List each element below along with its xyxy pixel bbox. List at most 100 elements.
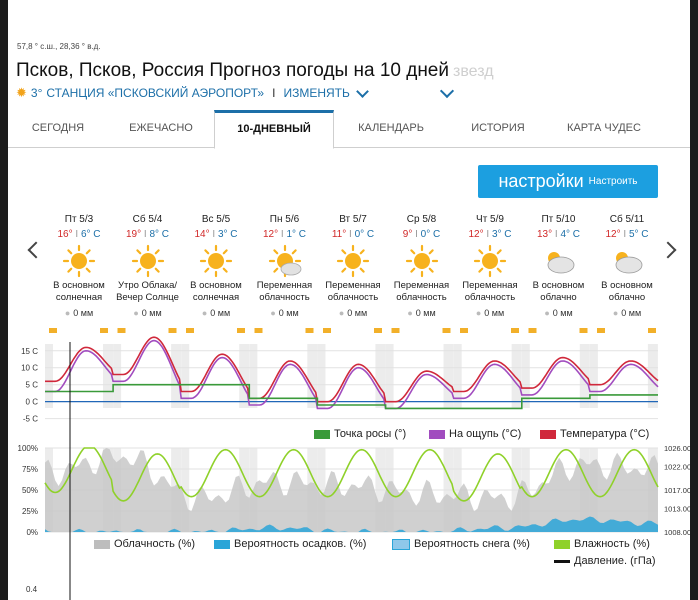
settings-button[interactable]: настройки Настроить bbox=[478, 165, 658, 198]
day-name: Вт 5/7 bbox=[339, 214, 367, 225]
tab-today[interactable]: СЕГОДНЯ bbox=[31, 122, 85, 134]
night-band bbox=[239, 344, 250, 408]
sun-icon bbox=[199, 244, 233, 278]
legend-label: Температура (°C) bbox=[560, 428, 650, 440]
legend-pressure[interactable]: Давление. (гПа) bbox=[554, 555, 656, 567]
day-precip: ● 0 мм bbox=[456, 308, 524, 318]
raindrop-icon: ● bbox=[133, 308, 139, 318]
precip-amount: 0 мм bbox=[347, 308, 368, 318]
sunset-marker bbox=[648, 328, 656, 333]
change-station-link[interactable]: ИЗМЕНЯТЬ bbox=[283, 86, 350, 100]
tab-10-day[interactable]: 10-ДНЕВНЫЙ bbox=[214, 110, 334, 149]
legend-label: Влажность (%) bbox=[574, 538, 650, 550]
day-condition: Переменная облачность bbox=[456, 280, 524, 304]
raindrop-icon: ● bbox=[338, 308, 345, 318]
day-column[interactable]: Пн 5/6 12° I 1° C Переменная облачность ● 0 м… bbox=[251, 212, 319, 332]
temp-high: 16° bbox=[57, 229, 73, 240]
legend-label: Вероятность снега (%) bbox=[414, 538, 530, 550]
precip-amount: 0 мм bbox=[552, 308, 573, 318]
day-precip: ● 0 мм bbox=[114, 308, 182, 318]
sun-icon bbox=[62, 244, 96, 278]
y2-tick-label: 1026.00 bbox=[664, 444, 690, 453]
tab-hourly[interactable]: ЕЖЕЧАСНО bbox=[129, 122, 193, 134]
raindrop-icon: ● bbox=[201, 308, 208, 318]
day-column[interactable]: Сб 5/11 12° I 5° C В основном облачно ● 0 мм bbox=[593, 212, 661, 332]
night-band bbox=[589, 344, 598, 408]
legend-feels-like[interactable]: На ощупь (°C) bbox=[429, 428, 521, 440]
day-column[interactable]: Ср 5/8 9° I 0° C Переменная облачность ● 0 мм bbox=[388, 212, 456, 332]
condition-line: Переменная bbox=[393, 280, 450, 291]
day-name: Ср 5/8 bbox=[406, 214, 437, 225]
tab-history[interactable]: ИСТОРИЯ bbox=[471, 122, 525, 134]
partly-sunny-icon bbox=[268, 244, 301, 278]
tab-wundermap[interactable]: КАРТА ЧУДЕС bbox=[567, 122, 641, 134]
legend-precip[interactable]: Вероятность осадков. (%) bbox=[214, 538, 366, 550]
y-tick-label: 75% bbox=[22, 465, 38, 474]
y-tick-label: 50% bbox=[22, 486, 38, 495]
condition-line: облачность bbox=[259, 292, 310, 303]
legend-temperature[interactable]: Температура (°C) bbox=[540, 428, 649, 440]
sunrise-marker bbox=[49, 328, 57, 333]
sunrise-marker bbox=[597, 328, 605, 333]
night-band bbox=[45, 344, 53, 408]
day-column[interactable]: Пт 5/3 16° I 6° C В основном солнечная ● 0 мм bbox=[45, 212, 113, 332]
legend-dew-point[interactable]: Точка росы (°) bbox=[314, 428, 406, 440]
raindrop-icon: ● bbox=[407, 308, 413, 318]
day-condition: В основном облачно bbox=[525, 280, 593, 304]
night-band bbox=[113, 344, 122, 408]
condition-line: Вечер Солнце bbox=[116, 292, 179, 303]
dew-point-line bbox=[45, 383, 658, 410]
day-condition: Утро Облака/Вечер Солнце bbox=[114, 280, 182, 304]
temp-low: 5° C bbox=[628, 229, 649, 240]
precip-amount: 0 мм bbox=[621, 308, 642, 318]
legend-snow[interactable]: Вероятность снега (%) bbox=[392, 538, 530, 550]
favorite-ghost[interactable]: звезд bbox=[453, 63, 494, 80]
temperature-line bbox=[45, 336, 659, 403]
precip-area bbox=[45, 516, 658, 532]
temp-low: 0° C bbox=[420, 229, 441, 240]
temp-high: 12° bbox=[262, 229, 279, 240]
day-precip: ● 0 мм bbox=[45, 308, 113, 318]
day-precip: ● 0 мм bbox=[319, 308, 387, 318]
condition-line: солнечная bbox=[192, 292, 240, 303]
page-title: Псков, Псков, Россия Прогноз погоды на 1… bbox=[16, 60, 494, 82]
sun-icon bbox=[405, 244, 438, 278]
raindrop-icon: ● bbox=[475, 308, 482, 318]
customize-label: Настроить bbox=[588, 176, 638, 187]
sunset-marker bbox=[237, 328, 245, 333]
day-column[interactable]: Вс 5/5 14° I 3° C В основном солнечная ● 0 мм bbox=[182, 212, 250, 332]
temp-high: 12° bbox=[605, 229, 621, 240]
sunrise-marker bbox=[254, 328, 263, 333]
chevron-down-icon[interactable] bbox=[439, 83, 455, 99]
station-bar: ✹ 3° СТАНЦИЯ «ПСКОВСКИЙ АЭРОПОРТ» I ИЗМЕ… bbox=[16, 84, 369, 101]
night-band bbox=[249, 344, 258, 408]
coordinates: 57,8 ° с.ш., 28,36 ° в.д. bbox=[17, 42, 101, 51]
chevron-down-icon[interactable] bbox=[356, 84, 369, 98]
chevron-left-icon[interactable] bbox=[27, 241, 45, 259]
sunset-marker bbox=[305, 328, 314, 333]
day-column[interactable]: Вт 5/7 11° I 0° C Переменная облачность ● 0 м… bbox=[319, 212, 387, 332]
raindrop-icon: ● bbox=[612, 308, 619, 318]
day-column[interactable]: Чт 5/9 12° I 3° C Переменная облачность ● 0 м… bbox=[456, 212, 524, 332]
station-name[interactable]: СТАНЦИЯ «ПСКОВСКИЙ АЭРОПОРТ» bbox=[46, 86, 265, 100]
night-band bbox=[443, 344, 454, 408]
temp-high: 13° bbox=[536, 229, 553, 240]
sun-icon bbox=[131, 244, 164, 278]
day-temps: 16° I 6° C bbox=[57, 229, 101, 240]
chevron-right-icon[interactable] bbox=[659, 241, 677, 259]
day-column[interactable]: Пт 5/10 13° I 4° C В основном облачно ● 0 мм bbox=[525, 212, 593, 332]
legend-label: Вероятность осадков. (%) bbox=[234, 538, 367, 550]
day-precip: ● 0 мм bbox=[182, 308, 250, 318]
day-precip: ● 0 мм bbox=[251, 308, 319, 318]
temp-low: 0° C bbox=[354, 229, 375, 240]
day-condition: В основном облачно bbox=[593, 280, 661, 304]
legend-cloud[interactable]: Облачность (%) bbox=[94, 538, 195, 550]
legend-humidity[interactable]: Влажность (%) bbox=[554, 538, 650, 550]
legend-label: Точка росы (°) bbox=[334, 428, 407, 440]
day-column[interactable]: Сб 5/4 19° I 8° C Утро Облака/Вечер Солнце… bbox=[114, 212, 182, 332]
tab-calendar[interactable]: КАЛЕНДАРЬ bbox=[358, 122, 424, 134]
condition-line: В основном bbox=[532, 280, 585, 291]
charts-area: 15 C 10 C 5 C 0 C -5 C 100% 75% 50% 25% 0% 1026.00… bbox=[18, 336, 690, 600]
day-precip: ● 0 мм bbox=[593, 308, 661, 318]
